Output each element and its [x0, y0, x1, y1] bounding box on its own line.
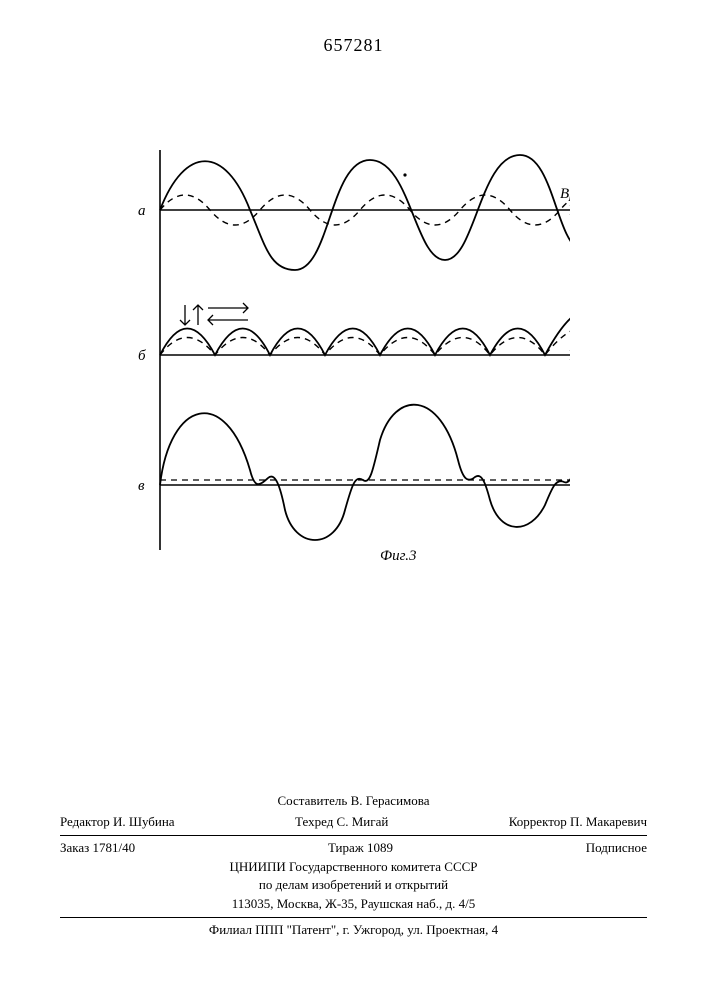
plot-b	[160, 303, 570, 360]
order: Заказ 1781/40	[60, 839, 135, 858]
editor: Редактор И. Шубина	[60, 813, 175, 832]
label-a: а	[138, 203, 146, 219]
label-v: в	[138, 478, 145, 494]
rule-1	[60, 835, 647, 836]
plot-a	[160, 155, 570, 270]
plot-c-solid	[160, 405, 570, 540]
figure-caption: Фиг.3	[380, 548, 416, 564]
axis-time: Время	[560, 186, 570, 202]
plot-a-solid	[160, 155, 570, 270]
tirage: Тираж 1089	[328, 839, 393, 858]
figure-3: а t Время б t	[130, 150, 570, 570]
plot-b-solid	[160, 312, 570, 355]
org2: по делам изобретений и открытий	[60, 876, 647, 895]
label-b: б	[138, 348, 146, 364]
patent-number: 657281	[0, 35, 707, 56]
techred: Техред С. Мигай	[295, 813, 388, 832]
footer: Составитель В. Герасимова Редактор И. Шу…	[60, 792, 647, 940]
compiler-line: Составитель В. Герасимова	[60, 792, 647, 811]
org1: ЦНИИПИ Государственного комитета СССР	[60, 858, 647, 877]
rule-2	[60, 917, 647, 918]
plot-c	[160, 405, 570, 540]
subscription: Подписное	[586, 839, 647, 858]
corrector: Корректор П. Макаревич	[509, 813, 647, 832]
branch: Филиал ППП "Патент", г. Ужгород, ул. Про…	[60, 921, 647, 940]
address1: 113035, Москва, Ж-35, Раушская наб., д. …	[60, 895, 647, 914]
